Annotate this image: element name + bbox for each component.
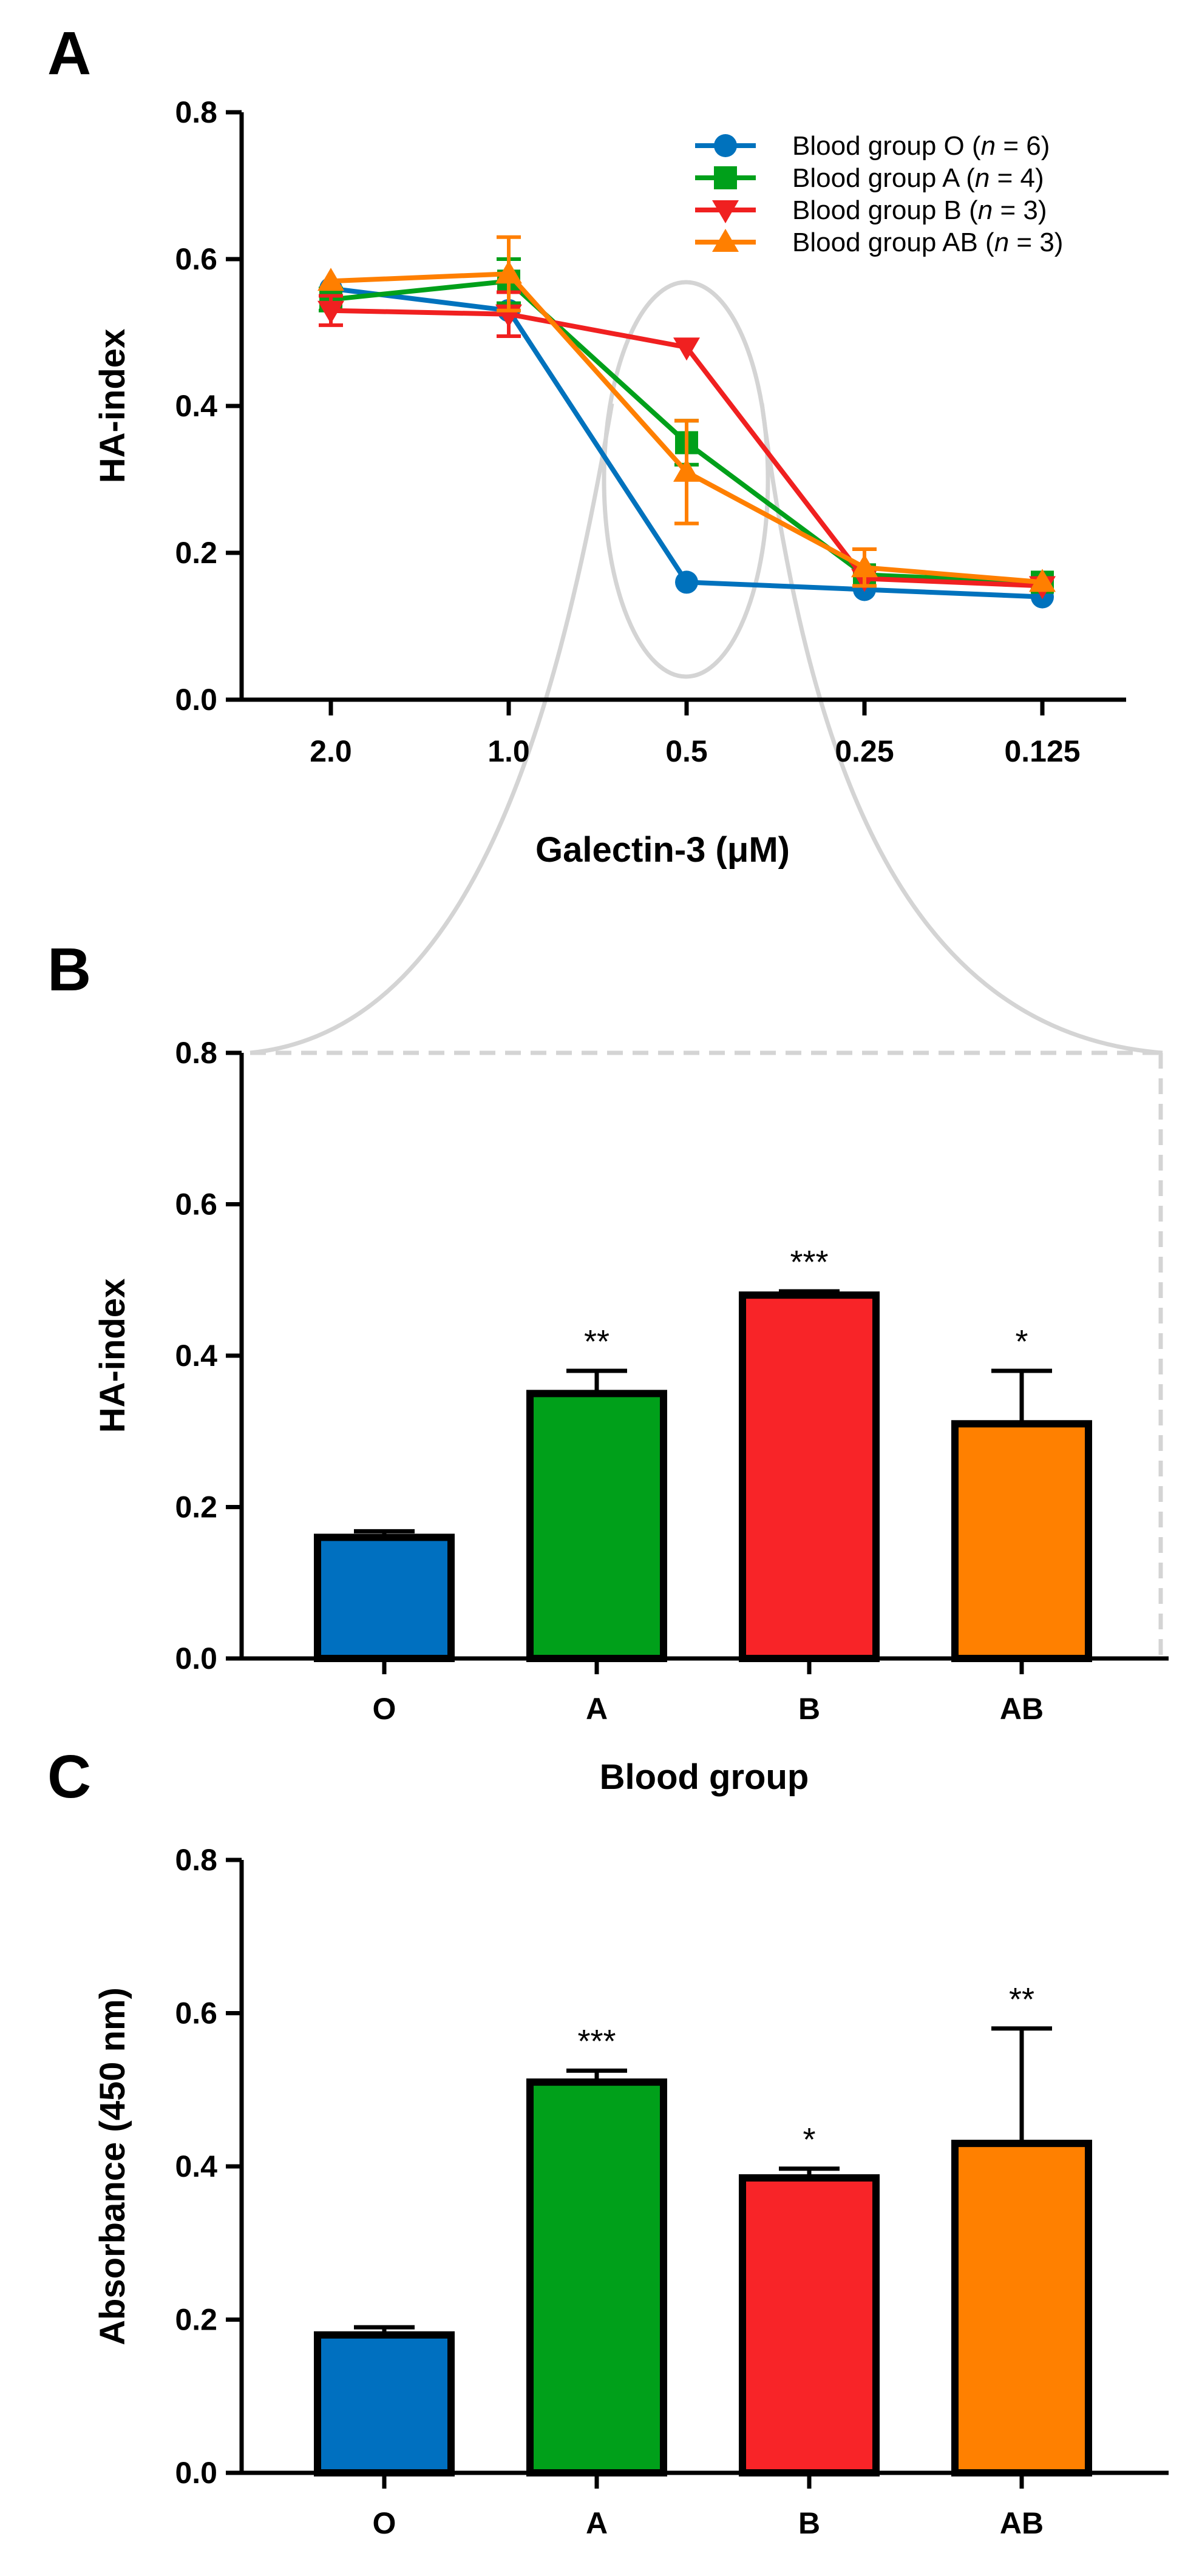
y-tick-label: 0.0 <box>175 1641 217 1675</box>
y-tick-label: 0.4 <box>175 1339 217 1373</box>
y-tick-label: 0.2 <box>175 2303 217 2337</box>
bar-a <box>526 2078 667 2476</box>
y-tick-label: 0.2 <box>175 1490 217 1524</box>
panel-b-bar-chart: 0.0 0.2 0.4 0.6 0.8 O ** A *** B * AB Blood group HA-… <box>93 1036 1169 1797</box>
x-tick-label: A <box>586 1692 608 1726</box>
panel-a-line-chart: 0.0 0.2 0.4 0.6 0.8 2.0 1.0 0.5 0.25 0.125 Galecti… <box>93 95 1126 870</box>
data-point <box>1029 569 1056 592</box>
data-point <box>317 268 344 291</box>
legend-entry-paren: ( <box>962 195 978 225</box>
legend-entry-gap <box>993 195 1000 225</box>
x-tick-label: O <box>373 1692 396 1726</box>
x-tick-label: A <box>586 2506 608 2540</box>
data-point <box>714 134 737 157</box>
significance-marker: *** <box>577 2023 616 2060</box>
data-point <box>712 229 739 252</box>
x-tick-label: B <box>798 1692 820 1726</box>
y-tick-label: 0.6 <box>175 242 217 276</box>
legend-entry-n: n <box>975 163 990 193</box>
y-tick-label: 0.6 <box>175 1188 217 1222</box>
significance-marker: ** <box>584 1323 609 1360</box>
data-point <box>712 200 739 223</box>
legend-entry: Blood group O (n = 6) <box>792 131 1050 161</box>
bar-o <box>314 1533 455 1662</box>
y-tick-label: 0.8 <box>175 95 217 129</box>
legend-entry-name: Blood group O <box>792 131 965 161</box>
panel-c-bar-chart: 0.0 0.2 0.4 0.6 0.8 O *** A * B ** AB Blood group Abs… <box>93 1843 1169 2576</box>
x-tick-label: 0.125 <box>1004 734 1080 768</box>
y-tick-label: 0.2 <box>175 536 217 570</box>
panel-letter-b: B <box>47 936 91 1004</box>
x-tick-label: 2.0 <box>310 734 352 768</box>
legend-entry-name: Blood group AB <box>792 228 978 257</box>
bar-b <box>739 1291 880 1662</box>
legend-entry-n: n <box>994 228 1009 257</box>
series-blood-group-ab <box>317 235 1056 592</box>
legend-entry-paren: ( <box>965 131 981 161</box>
x-tick-label: AB <box>1000 2506 1044 2540</box>
bar-ab <box>951 1420 1092 1662</box>
y-tick-label: 0.8 <box>175 1036 217 1070</box>
bar-ab <box>951 2140 1092 2476</box>
legend-entry-n: n <box>981 131 996 161</box>
legend-entry-paren: ( <box>959 163 975 193</box>
x-axis-title: Galectin-3 (μM) <box>535 830 790 870</box>
panel-letter-c: C <box>47 1743 91 1811</box>
data-point <box>673 458 700 482</box>
significance-marker: * <box>803 2121 815 2158</box>
x-tick-label: 1.0 <box>487 734 530 768</box>
legend-entry-gap <box>996 131 1003 161</box>
y-axis-title: HA-index <box>93 329 132 484</box>
significance-marker: *** <box>790 1244 828 1280</box>
data-point <box>673 337 700 361</box>
legend-entry: Blood group B (n = 3) <box>792 195 1047 225</box>
legend-entry-name: Blood group A <box>792 163 960 193</box>
bar-a <box>526 1390 667 1662</box>
legend-entry-n-value: = 6) <box>1003 131 1050 161</box>
legend-entry-n-value: = 3) <box>1000 195 1047 225</box>
data-point <box>495 260 522 284</box>
data-point <box>851 554 878 578</box>
x-axis-title: Blood group <box>600 1757 809 1797</box>
x-tick-label: B <box>798 2506 820 2540</box>
legend-entry-n-value: = 3) <box>1016 228 1063 257</box>
y-tick-label: 0.8 <box>175 1843 217 1877</box>
legend-entry-n: n <box>978 195 993 225</box>
legend-entry: Blood group AB (n = 3) <box>792 228 1063 257</box>
legend-entry-gap <box>1009 228 1016 257</box>
legend-entry-name: Blood group B <box>792 195 962 225</box>
x-axis-title: Blood group <box>600 2572 809 2576</box>
y-tick-label: 0.0 <box>175 683 217 717</box>
y-tick-label: 0.4 <box>175 2149 217 2183</box>
zoom-line-left <box>250 403 614 1055</box>
significance-marker: * <box>1015 1323 1028 1360</box>
significance-marker: ** <box>1009 1981 1034 2018</box>
x-tick-label: O <box>373 2506 396 2540</box>
y-tick-label: 0.6 <box>175 1996 217 2030</box>
legend-entry-paren: ( <box>978 228 994 257</box>
legend: Blood group O (n = 6)Blood group A (n = … <box>695 131 1063 257</box>
legend-entry-gap <box>990 163 997 193</box>
panel-letter-a: A <box>47 19 91 87</box>
legend-entry: Blood group A (n = 4) <box>792 163 1044 193</box>
y-tick-label: 0.0 <box>175 2456 217 2490</box>
y-axis-title: HA-index <box>93 1279 132 1433</box>
data-point <box>714 166 737 189</box>
zoom-callout <box>250 280 1163 1658</box>
zoom-ellipse <box>602 280 770 679</box>
zoom-line-right <box>759 403 1163 1055</box>
x-tick-label: 0.25 <box>835 734 894 768</box>
x-tick-label: 0.5 <box>665 734 708 768</box>
x-tick-label: AB <box>1000 1692 1044 1726</box>
y-tick-label: 0.4 <box>175 389 217 423</box>
legend-entry-n-value: = 4) <box>997 163 1044 193</box>
data-point <box>675 570 698 594</box>
y-axis-title: Absorbance (450 nm) <box>93 1987 132 2345</box>
data-point <box>317 300 344 324</box>
bar-b <box>739 2174 880 2476</box>
bar-o <box>314 2331 455 2476</box>
